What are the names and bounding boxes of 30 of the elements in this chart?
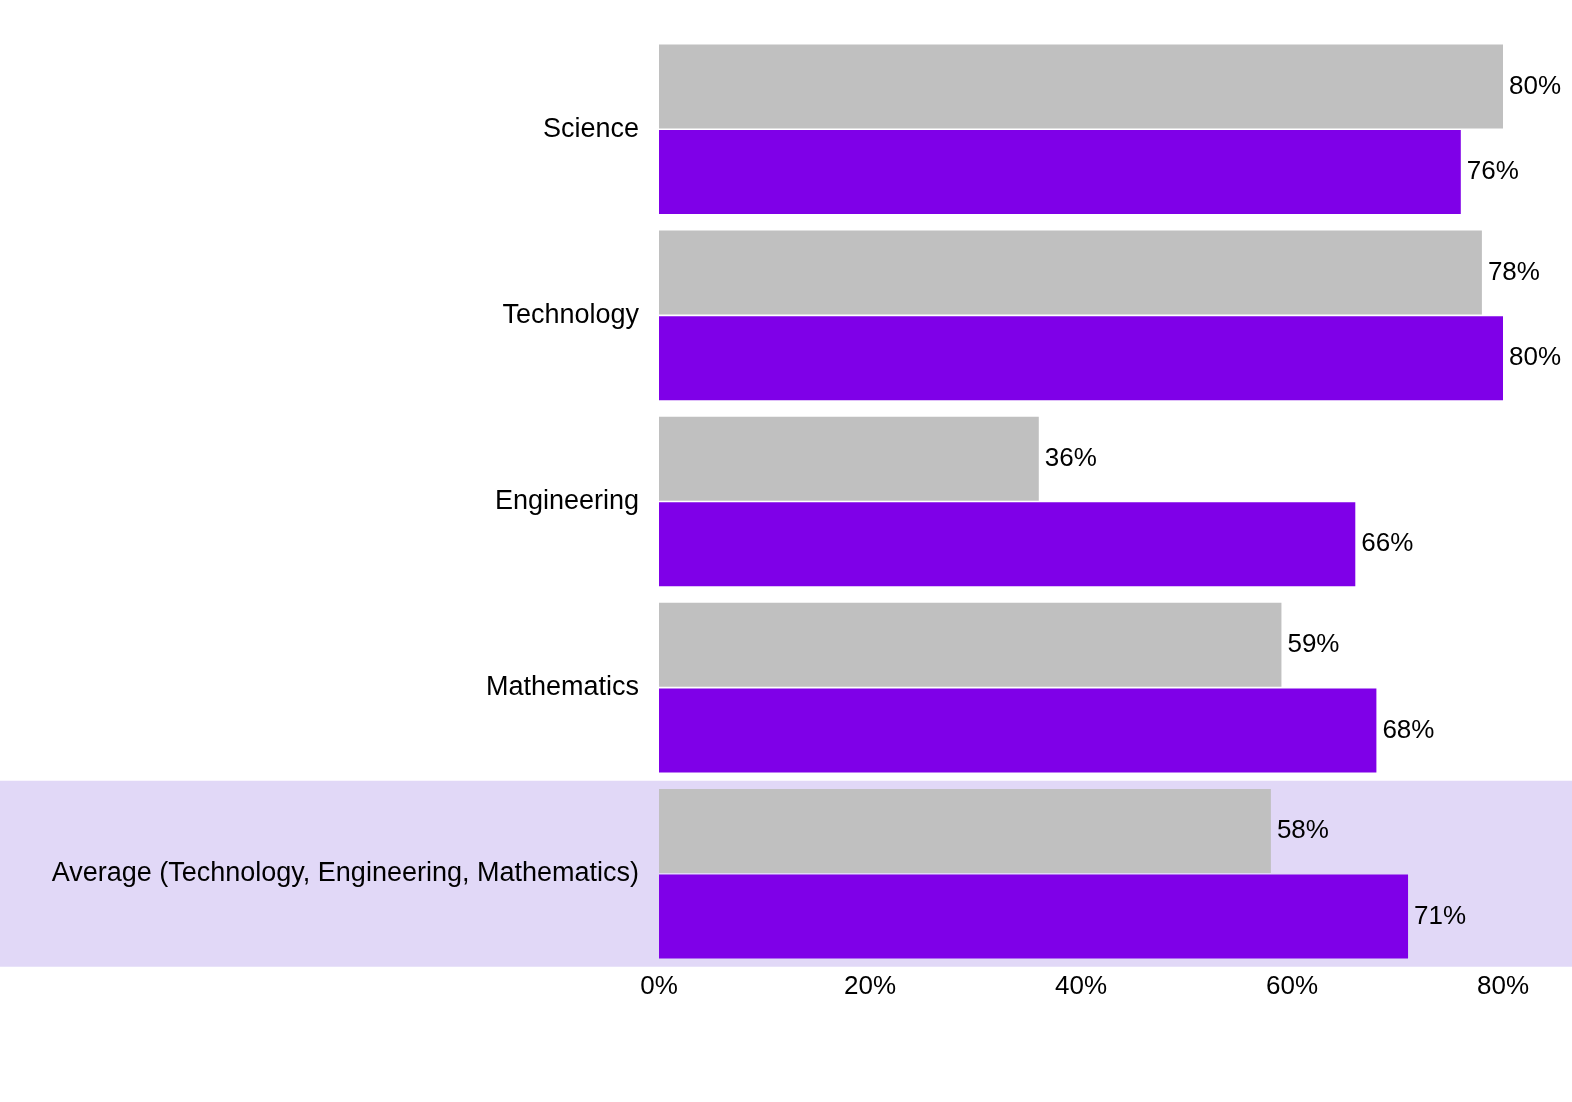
x-tick-label: 20% [843, 969, 897, 1000]
data-label: 71% [1414, 899, 1467, 930]
bar [659, 688, 1377, 773]
data-label: 80% [1509, 341, 1562, 372]
bar [659, 874, 1409, 959]
bar [659, 316, 1503, 401]
bar [659, 416, 1039, 501]
bar [659, 130, 1461, 215]
x-tick-label: 0% [640, 969, 678, 1000]
bar [659, 602, 1282, 687]
bar [659, 44, 1503, 129]
y-tick-label: Engineering [494, 484, 639, 515]
data-label: 80% [1509, 69, 1562, 100]
y-tick-label: Mathematics [485, 671, 639, 702]
y-tick-label: Average (Technology, Engineering, Mathematics) [51, 857, 639, 888]
bar [659, 230, 1482, 315]
data-label: 66% [1361, 527, 1414, 558]
y-tick-label: Technology [502, 298, 640, 329]
x-tick-label: 60% [1265, 969, 1319, 1000]
data-label: 68% [1382, 713, 1435, 744]
x-tick-label: 40% [1054, 969, 1108, 1000]
data-label: 78% [1487, 255, 1540, 286]
y-tick-label: Science [542, 112, 639, 143]
bar [659, 788, 1271, 873]
data-label: 76% [1466, 155, 1519, 186]
data-label: 58% [1276, 814, 1329, 845]
x-tick-label: 80% [1476, 969, 1530, 1000]
data-label: 36% [1044, 441, 1097, 472]
data-label: 59% [1287, 627, 1340, 658]
bar [659, 502, 1356, 587]
